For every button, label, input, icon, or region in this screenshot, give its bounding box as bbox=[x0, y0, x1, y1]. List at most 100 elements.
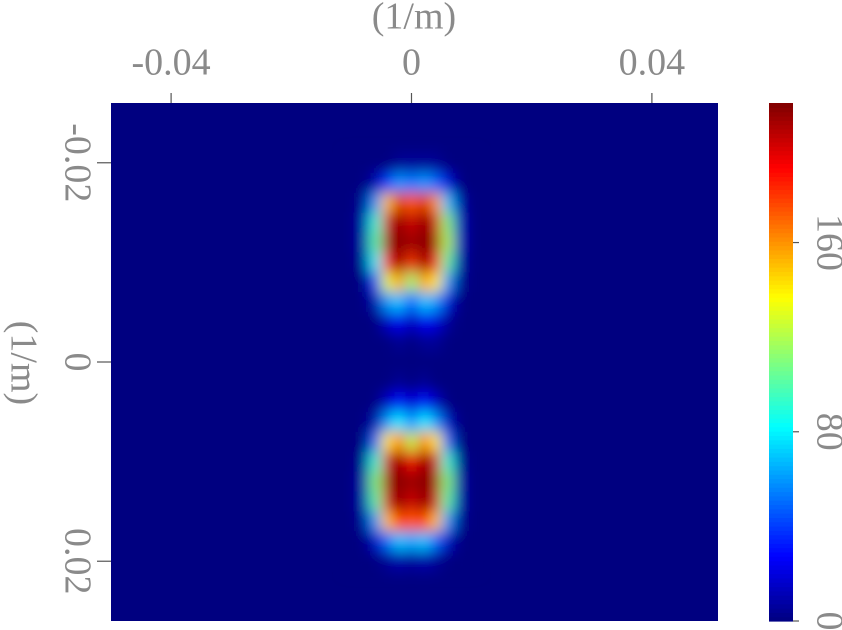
heatmap-cell bbox=[393, 292, 406, 313]
heatmap-cell bbox=[393, 371, 406, 393]
heatmap-cell bbox=[345, 451, 358, 473]
heatmap-cell bbox=[357, 531, 370, 552]
colorbar-slice bbox=[769, 115, 793, 121]
heatmap-cells bbox=[345, 152, 479, 572]
colorbar-slice bbox=[769, 318, 793, 324]
colorbar-slice bbox=[769, 245, 793, 251]
colorbar-slice bbox=[769, 521, 793, 527]
heatmap-cell bbox=[369, 491, 382, 512]
heatmap-cell bbox=[417, 312, 431, 333]
colorbar-slice bbox=[769, 603, 793, 609]
heatmap-cell bbox=[441, 212, 455, 233]
heatmap-cell bbox=[345, 172, 358, 194]
heatmap-cell bbox=[465, 451, 479, 473]
heatmap-cell bbox=[357, 511, 370, 532]
colorbar-slice bbox=[769, 599, 793, 605]
colorbar-slice bbox=[769, 608, 793, 613]
heatmap-cell bbox=[393, 411, 406, 433]
heatmap-cell bbox=[357, 232, 370, 253]
heatmap-cell bbox=[381, 531, 394, 552]
heatmap-cell bbox=[405, 491, 419, 512]
colorbar-slice bbox=[769, 172, 793, 177]
heatmap-cell bbox=[429, 152, 443, 174]
colorbar-slice bbox=[769, 547, 793, 553]
heatmap-cell bbox=[465, 471, 479, 492]
heatmap-cell bbox=[417, 152, 431, 174]
colorbar-slice bbox=[769, 400, 793, 406]
heatmap-cell bbox=[381, 511, 394, 532]
heatmap-cell bbox=[369, 431, 382, 453]
heatmap-cell bbox=[453, 511, 467, 532]
heatmap-cell bbox=[465, 312, 479, 333]
colorbar-slice bbox=[769, 564, 793, 570]
colorbar-slice bbox=[769, 146, 793, 152]
heatmap-cell bbox=[429, 272, 443, 293]
colorbar-slice bbox=[769, 327, 793, 333]
heatmap-cell bbox=[393, 232, 406, 253]
colorbar-slice bbox=[769, 370, 793, 376]
heatmap-cell bbox=[465, 531, 479, 552]
heatmap-cell bbox=[357, 192, 370, 214]
heatmap-cell bbox=[465, 551, 479, 572]
heatmap-cell bbox=[393, 491, 406, 512]
heatmap-cell bbox=[345, 371, 358, 393]
heatmap-cell bbox=[405, 531, 419, 552]
colorbar-slice bbox=[769, 435, 793, 441]
heatmap-cell bbox=[441, 411, 455, 433]
colorbar-slice bbox=[769, 573, 793, 579]
heatmap-cell bbox=[405, 252, 419, 273]
colorbar-slice bbox=[769, 616, 793, 622]
colorbar-tick-label: 0 bbox=[808, 612, 842, 630]
heatmap-cell bbox=[429, 531, 443, 552]
heatmap-cell bbox=[393, 212, 406, 233]
colorbar-slice bbox=[769, 336, 793, 342]
colorbar-slice bbox=[769, 323, 793, 329]
heatmap-cell bbox=[453, 272, 467, 293]
colorbar-slice bbox=[769, 474, 793, 480]
heatmap-cell bbox=[369, 391, 382, 413]
heatmap-cell bbox=[393, 431, 406, 453]
heatmap-cell bbox=[345, 551, 358, 572]
colorbar-slice bbox=[769, 284, 793, 290]
heatmap-cell bbox=[393, 272, 406, 293]
heatmap-cell bbox=[417, 272, 431, 293]
heatmap-cell bbox=[429, 352, 443, 373]
heatmap-cell bbox=[465, 371, 479, 393]
heatmap-cell bbox=[465, 192, 479, 214]
heatmap-cell bbox=[345, 292, 358, 313]
heatmap-cell bbox=[345, 391, 358, 413]
heatmap-cell bbox=[429, 391, 443, 413]
heatmap-cell bbox=[381, 352, 394, 373]
colorbar-slice bbox=[769, 223, 793, 229]
heatmap-cell bbox=[369, 252, 382, 273]
heatmap-cell bbox=[381, 332, 394, 353]
heatmap-cell bbox=[453, 252, 467, 273]
heatmap-cell bbox=[405, 192, 419, 214]
heatmap-cell bbox=[441, 531, 455, 552]
heatmap-cell bbox=[429, 411, 443, 433]
y-tick-label: 0 bbox=[56, 353, 98, 372]
colorbar-slice bbox=[769, 526, 793, 531]
colorbar-slice bbox=[769, 103, 793, 108]
colorbar-slice bbox=[769, 228, 793, 234]
colorbar-slice bbox=[769, 582, 793, 588]
colorbar-slice bbox=[769, 413, 793, 419]
colorbar-slice bbox=[769, 543, 793, 549]
colorbar-slice bbox=[769, 418, 793, 424]
x-tick-label: 0.04 bbox=[619, 42, 686, 84]
colorbar-slice bbox=[769, 374, 793, 380]
heatmap-cell bbox=[369, 332, 382, 353]
heatmap-cell bbox=[345, 352, 358, 373]
heatmap-cell bbox=[453, 172, 467, 194]
colorbar-slice bbox=[769, 210, 793, 216]
colorbar-slice bbox=[769, 193, 793, 199]
heatmap-cell bbox=[345, 511, 358, 532]
colorbar-slice bbox=[769, 150, 793, 156]
heatmap-cell bbox=[465, 212, 479, 233]
y-axis-label: (1/m) bbox=[2, 321, 44, 405]
colorbar-slice bbox=[769, 262, 793, 268]
heatmap-cell bbox=[345, 312, 358, 333]
heatmap-cell bbox=[429, 252, 443, 273]
colorbar-slice bbox=[769, 452, 793, 458]
heatmap-cell bbox=[381, 471, 394, 492]
